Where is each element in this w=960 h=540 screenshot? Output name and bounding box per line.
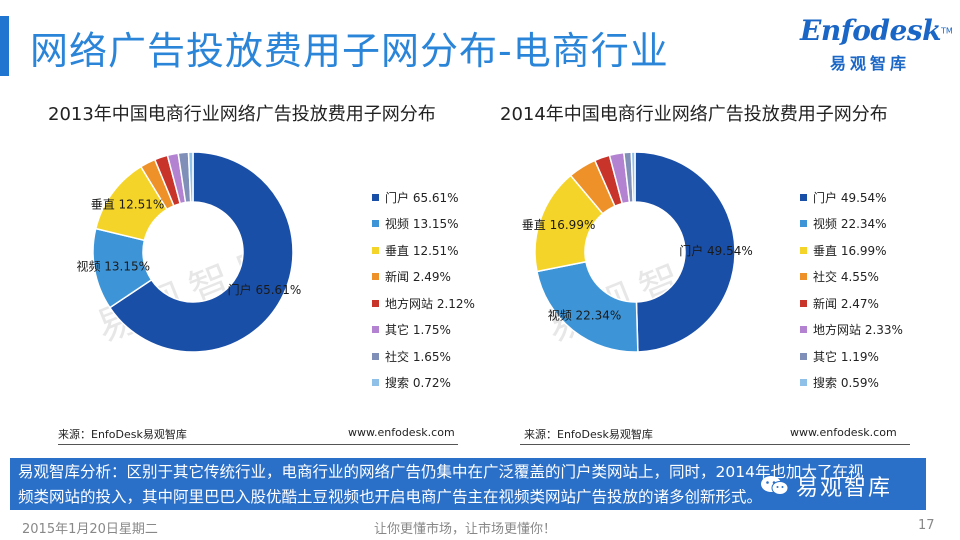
analysis-line-1: 易观智库分析：区别于其它传统行业，电商行业的网络广告仍集中在广泛覆盖的门户类网站…: [18, 463, 864, 481]
legend-swatch: [800, 326, 807, 334]
slice-门户: [634, 151, 736, 353]
legend-item-垂直: 垂直 12.51%: [372, 237, 475, 264]
legend-swatch: [800, 246, 807, 254]
data-label-垂直: 垂直 16.99%: [522, 218, 596, 232]
chart-2014: 门户 49.54% 视频 22.34% 垂直 16.99% 门户 49.54% 视频 …: [500, 140, 920, 445]
legend-item-视频: 视频 13.15%: [372, 211, 475, 238]
wechat-badge: 易观智库: [760, 470, 892, 502]
slice-搜索: [187, 151, 194, 203]
legend-label: 新闻 2.49%: [385, 270, 451, 285]
legend-label: 搜索 0.72%: [385, 376, 451, 391]
data-label-视频: 视频 22.34%: [548, 307, 622, 322]
data-label-视频: 视频 13.15%: [76, 258, 150, 273]
legend-item-社交: 社交 1.65%: [372, 343, 475, 370]
logo-tm-mark: TM: [940, 26, 953, 36]
legend-label: 视频 13.15%: [385, 217, 459, 232]
legend-swatch: [372, 220, 379, 228]
legend-2013: 门户 65.61% 视频 13.15% 垂直 12.51% 新闻 2.49% 地方网站 …: [372, 184, 475, 396]
legend-item-门户: 门户 49.54%: [800, 184, 903, 211]
legend-label: 其它 1.19%: [813, 349, 879, 364]
legend-swatch: [800, 273, 807, 281]
logo-mark: Enfodesk: [800, 14, 941, 47]
legend-item-地方网站: 地方网站 2.33%: [800, 317, 903, 344]
legend-label: 门户 49.54%: [813, 190, 887, 205]
slice-搜索: [630, 151, 636, 203]
footer-page-number: 17: [918, 518, 935, 533]
enfodesk-logo: EnfodeskTM 易观智库: [800, 14, 953, 74]
legend-label: 社交 1.65%: [385, 349, 451, 364]
legend-label: 搜索 0.59%: [813, 376, 879, 391]
source-2014: 来源：EnfoDesk易观智库: [524, 428, 653, 441]
divider-2014: [520, 444, 910, 445]
slice-视频: [536, 260, 639, 353]
legend-swatch: [372, 379, 379, 387]
legend-2014: 门户 49.54% 视频 22.34% 垂直 16.99% 社交 4.55% 新闻 2.…: [800, 184, 903, 396]
divider-2013: [58, 444, 458, 445]
site-2014: www.enfodesk.com: [790, 426, 897, 439]
legend-swatch: [372, 299, 379, 307]
wechat-label: 易观智库: [796, 476, 893, 501]
legend-label: 地方网站 2.12%: [385, 296, 475, 311]
chart-2013: 门户 65.61% 视频 13.15% 垂直 12.51% 门户 65.61% 视频 …: [48, 140, 475, 445]
legend-swatch: [800, 352, 807, 360]
legend-item-其它: 其它 1.75%: [372, 317, 475, 344]
legend-swatch: [372, 193, 379, 201]
legend-label: 视频 22.34%: [813, 217, 887, 232]
chart-title-2013: 2013年中国电商行业网络广告投放费用子网分布: [48, 104, 436, 125]
data-label-门户: 门户 65.61%: [228, 282, 302, 297]
legend-item-搜索: 搜索 0.59%: [800, 370, 903, 397]
slice-门户: [108, 151, 294, 353]
legend-swatch: [800, 379, 807, 387]
legend-swatch: [372, 326, 379, 334]
legend-label: 社交 4.55%: [813, 270, 879, 285]
accent-bar: [0, 16, 9, 76]
footer-date: 2015年1月20日星期二: [22, 522, 158, 537]
site-2013: www.enfodesk.com: [348, 426, 455, 439]
legend-label: 其它 1.75%: [385, 323, 451, 338]
data-label-垂直: 垂直 12.51%: [91, 197, 165, 211]
logo-subtitle: 易观智库: [830, 54, 911, 73]
legend-label: 新闻 2.47%: [813, 296, 879, 311]
legend-swatch: [372, 273, 379, 281]
legend-item-其它: 其它 1.19%: [800, 343, 903, 370]
legend-swatch: [372, 352, 379, 360]
legend-label: 垂直 16.99%: [813, 243, 887, 258]
legend-swatch: [800, 299, 807, 307]
donut-chart-2014: 门户 49.54% 视频 22.34% 垂直 16.99%: [522, 151, 753, 353]
data-label-门户: 门户 49.54%: [679, 243, 753, 258]
legend-swatch: [800, 193, 807, 201]
source-2013: 来源：EnfoDesk易观智库: [58, 428, 187, 441]
legend-item-地方网站: 地方网站 2.12%: [372, 290, 475, 317]
donut-chart-2013: 门户 65.61% 视频 13.15% 垂直 12.51%: [76, 151, 302, 353]
legend-item-垂直: 垂直 16.99%: [800, 237, 903, 264]
legend-swatch: [800, 220, 807, 228]
analysis-line-2: 频类网站的投入，其中阿里巴巴入股优酷土豆视频也开启电商广告主在视频类网站广告投放…: [18, 488, 763, 506]
footer-slogan: 让你更懂市场，让市场更懂你！: [374, 522, 557, 537]
legend-item-新闻: 新闻 2.49%: [372, 264, 475, 291]
legend-swatch: [372, 246, 379, 254]
wechat-icon: [761, 476, 789, 495]
legend-label: 地方网站 2.33%: [813, 323, 903, 338]
legend-item-搜索: 搜索 0.72%: [372, 370, 475, 397]
legend-item-视频: 视频 22.34%: [800, 211, 903, 238]
legend-label: 门户 65.61%: [385, 190, 459, 205]
legend-item-新闻: 新闻 2.47%: [800, 290, 903, 317]
page-title: 网络广告投放费用子网分布-电商行业: [30, 29, 669, 73]
legend-item-门户: 门户 65.61%: [372, 184, 475, 211]
legend-item-社交: 社交 4.55%: [800, 264, 903, 291]
chart-title-2014: 2014年中国电商行业网络广告投放费用子网分布: [500, 104, 888, 125]
legend-label: 垂直 12.51%: [385, 243, 459, 258]
